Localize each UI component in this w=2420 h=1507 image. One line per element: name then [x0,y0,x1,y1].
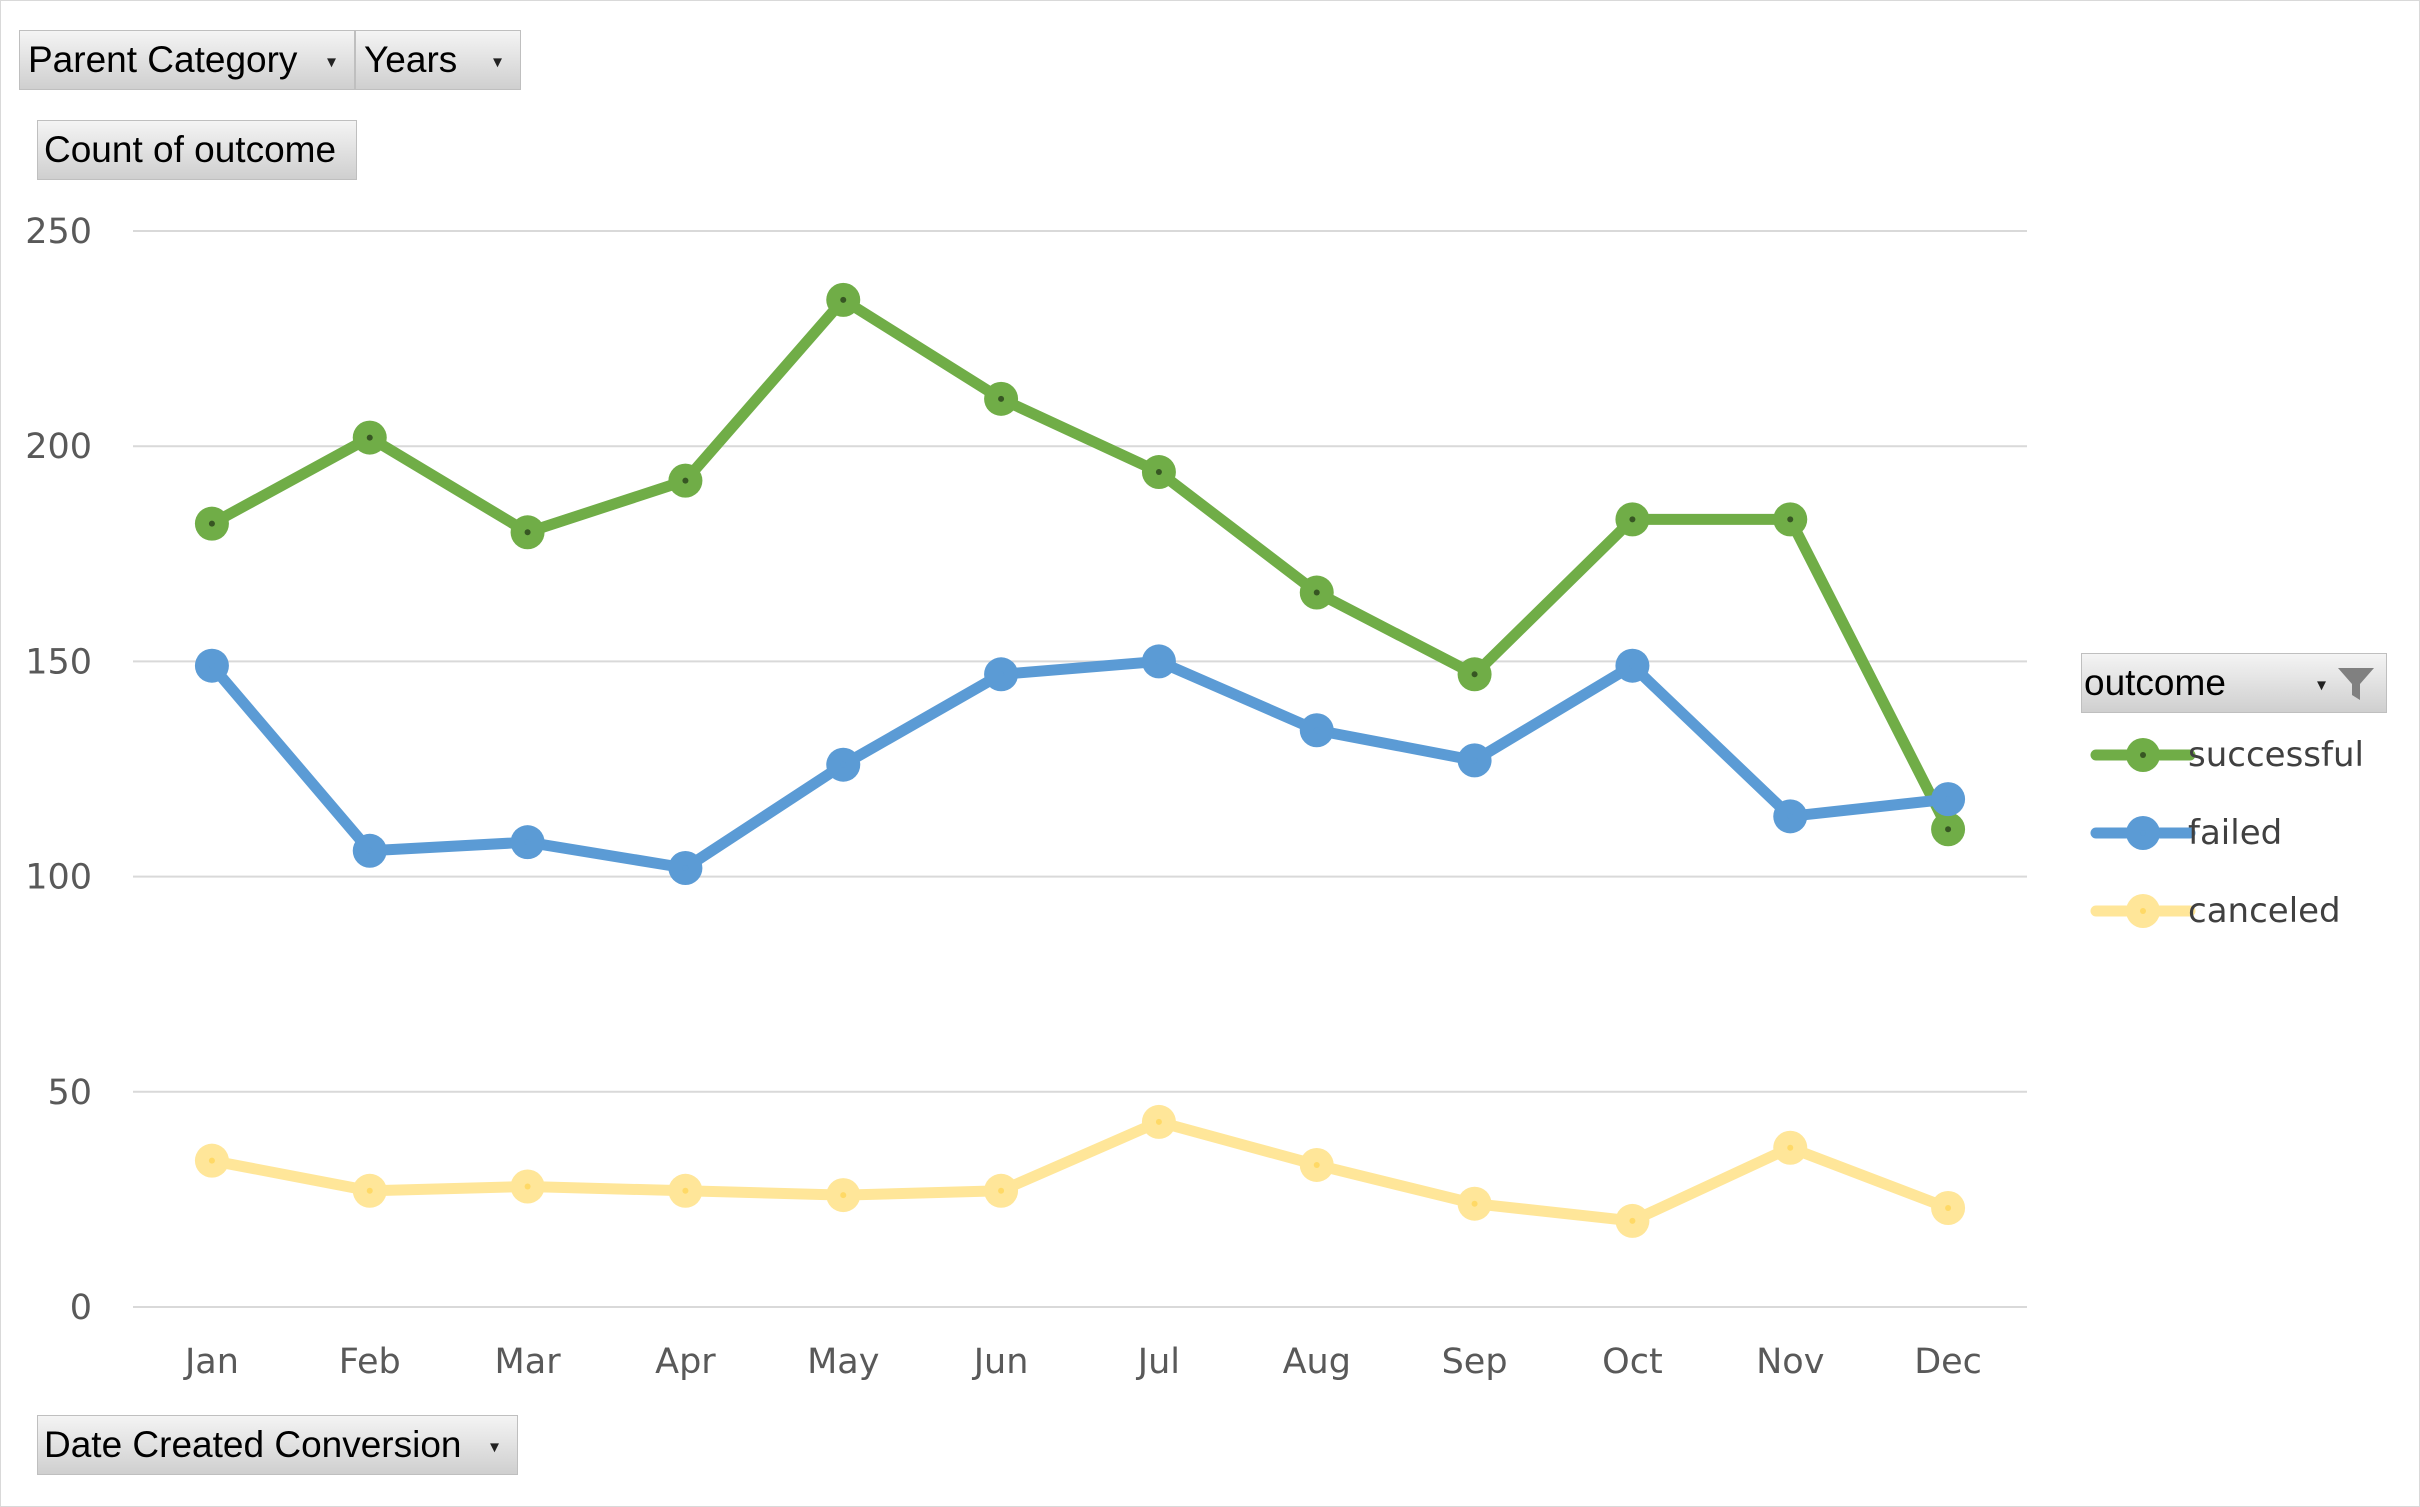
data-point-center [1313,589,1320,596]
y-tick-label: 100 [25,858,92,898]
x-tick-label: Mar [495,1342,562,1382]
series-line-successful [206,294,1954,835]
filter-icon[interactable] [2336,665,2376,703]
x-tick-label: Sep [1442,1342,1508,1382]
data-point-center [1155,469,1162,476]
axis-field-button[interactable]: Date Created Conversion ▾ [37,1415,518,1475]
chevron-down-icon[interactable]: ▾ [492,51,502,72]
legend-swatch-dot [2140,830,2146,836]
x-tick-label: Jul [1136,1342,1180,1382]
data-point-center [1629,1217,1636,1224]
data-point-center [1787,516,1794,523]
data-point-center [1155,658,1162,665]
data-point-center [840,296,847,303]
series-failed [194,644,1966,885]
series-successful [194,282,1966,847]
legend-swatch-dot [2140,752,2146,758]
axis-field-label: Date Created Conversion [44,1424,462,1465]
data-point-center [1787,1144,1794,1151]
data-point-center [1155,1118,1162,1125]
legend-swatch-dot [2140,908,2146,914]
data-point-center [208,1157,215,1164]
y-tick-label: 150 [25,642,92,682]
data-point-center [1787,813,1794,820]
chevron-down-icon[interactable]: ▾ [489,1436,499,1457]
data-point-center [840,1192,847,1199]
data-point-center [682,477,689,484]
data-point-center [1629,662,1636,669]
data-point-center [524,1183,531,1190]
data-point-center [1945,1205,1952,1212]
x-tick-label: Oct [1602,1342,1663,1382]
legend-item-canceled: canceled [2090,886,2341,936]
values-field-label: Count of outcome [44,129,337,170]
parent-category-label: Parent Category [28,39,298,80]
legend-swatch [2090,894,2196,928]
x-tick-label: May [807,1342,879,1382]
data-point-center [998,395,1005,402]
chevron-down-icon[interactable]: ▾ [326,51,336,72]
legend-swatch [2090,816,2196,850]
data-point-center [1313,727,1320,734]
y-tick-label: 200 [25,427,92,467]
data-point-center [998,1187,1005,1194]
data-point-center [1945,826,1952,833]
data-point-center [1471,671,1478,678]
parent-category-filter-button[interactable]: Parent Category ▾ [19,30,355,90]
series-line-failed [206,655,1954,874]
x-tick-label: Nov [1756,1342,1824,1382]
x-tick-label: Jun [972,1342,1029,1382]
series-canceled [194,1104,1966,1238]
y-tick-label: 0 [70,1288,92,1328]
values-field-button[interactable]: Count of outcome [37,120,357,180]
data-point-center [524,529,531,536]
data-point-center [1945,796,1952,803]
y-tick-label: 250 [25,212,92,252]
x-tick-label: Apr [655,1342,716,1382]
years-filter-button[interactable]: Years ▾ [355,30,521,90]
data-point-center [1313,1161,1320,1168]
legend-label: successful [2188,735,2364,775]
x-tick-label: Jan [183,1342,239,1382]
data-point-center [1471,1200,1478,1207]
x-tick-label: Aug [1283,1342,1351,1382]
legend-swatch [2090,738,2196,772]
x-tick-label: Dec [1914,1342,1982,1382]
data-point-center [682,1187,689,1194]
data-point-center [366,434,373,441]
data-point-center [208,662,215,669]
data-point-center [208,520,215,527]
series-line-canceled [206,1116,1954,1227]
legend-item-failed: failed [2090,808,2282,858]
data-point-center [524,839,531,846]
years-label: Years [364,39,458,80]
data-point-center [682,864,689,871]
y-tick-label: 50 [47,1073,92,1113]
legend-field-label: outcome [2084,662,2226,703]
legend-label: canceled [2188,891,2341,931]
legend-item-successful: successful [2090,730,2364,780]
data-point-center [366,1187,373,1194]
outcome-legend-field-button[interactable]: outcome ▾ [2081,653,2387,713]
data-point-center [998,671,1005,678]
data-point-center [840,761,847,768]
x-tick-label: Feb [339,1342,401,1382]
legend-label: failed [2188,813,2283,853]
data-point-center [1471,757,1478,764]
data-point-center [366,847,373,854]
chevron-down-icon[interactable]: ▾ [2316,674,2326,695]
data-point-center [1629,516,1636,523]
